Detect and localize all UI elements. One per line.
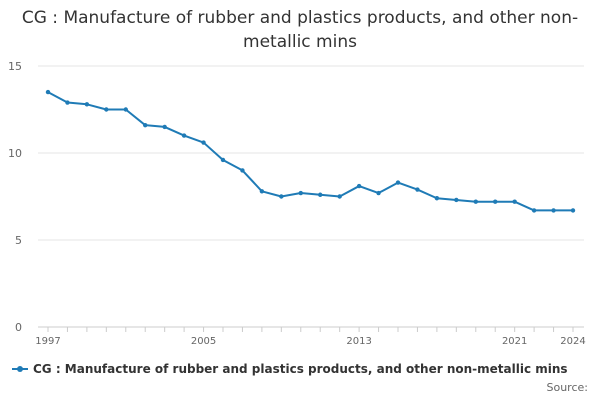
- data-point: [220, 157, 226, 163]
- x-tick-label: 2013: [346, 336, 371, 347]
- y-tick-label: 15: [8, 60, 22, 73]
- data-point: [240, 168, 245, 173]
- data-point: [259, 189, 265, 194]
- data-point: [104, 107, 109, 112]
- data-point: [201, 140, 206, 145]
- data-point: [531, 208, 537, 213]
- data-point: [162, 124, 167, 130]
- grid-lines: [38, 65, 584, 241]
- legend-label: CG : Manufacture of rubber and plastics …: [33, 362, 568, 376]
- data-point: [376, 190, 381, 196]
- data-point: [181, 133, 187, 138]
- x-tick-label: 2005: [191, 336, 216, 347]
- data-point: [512, 199, 517, 204]
- x-tick-label: 1997: [35, 336, 60, 347]
- data-point: [318, 192, 323, 197]
- data-point: [570, 208, 576, 213]
- data-point: [45, 89, 51, 95]
- data-point: [473, 199, 478, 204]
- x-tick-label: 2024: [560, 336, 585, 347]
- series-line: [47, 91, 573, 212]
- x-tick-label: 2021: [502, 336, 527, 347]
- data-point: [65, 100, 70, 105]
- y-tick-label: 5: [15, 234, 22, 247]
- data-point: [434, 196, 440, 201]
- legend-line-marker-icon: [12, 364, 28, 374]
- y-tick-label: 0: [15, 321, 22, 334]
- y-axis-ticks: 0 5 10 15: [8, 60, 22, 334]
- data-point: [279, 194, 284, 199]
- data-point: [415, 187, 420, 192]
- y-tick-label: 10: [8, 147, 22, 160]
- chart-title: CG : Manufacture of rubber and plastics …: [21, 8, 579, 52]
- x-axis: 1997 2005 2013 2021 2024: [35, 326, 586, 347]
- data-point: [143, 122, 148, 128]
- source-label: Source:: [546, 381, 589, 394]
- data-point: [123, 107, 128, 112]
- data-point: [454, 197, 459, 203]
- data-point: [493, 199, 498, 204]
- data-point: [298, 190, 303, 196]
- data-point: [337, 194, 342, 199]
- data-point: [395, 180, 401, 185]
- data-point: [84, 102, 90, 107]
- series-group: [45, 89, 576, 213]
- data-point: [356, 183, 362, 189]
- legend-item[interactable]: CG : Manufacture of rubber and plastics …: [12, 362, 568, 376]
- data-point: [551, 208, 556, 213]
